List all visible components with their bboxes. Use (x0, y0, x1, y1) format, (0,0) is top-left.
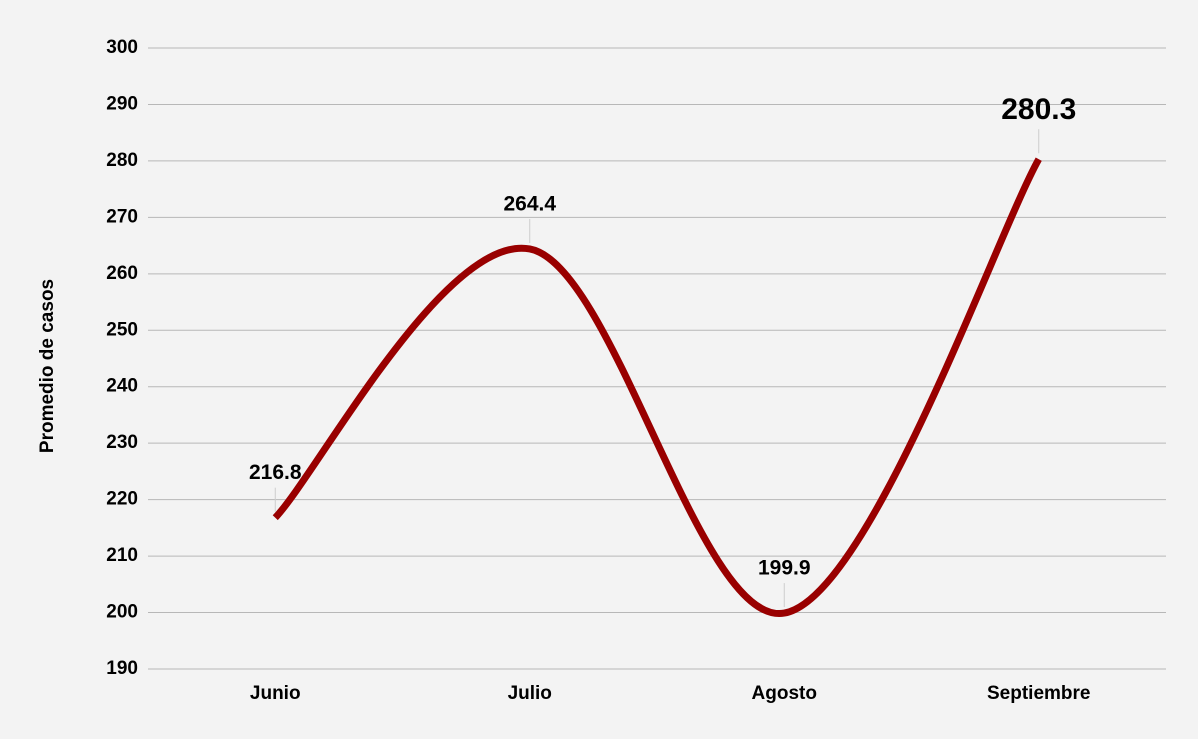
y-tick-label: 270 (106, 206, 138, 227)
y-tick-label: 300 (106, 37, 138, 58)
y-tick-label: 280 (106, 150, 138, 171)
x-tick-label: Junio (250, 683, 301, 704)
y-tick-label: 200 (106, 602, 138, 623)
y-tick-label: 220 (106, 489, 138, 510)
y-tick-label: 250 (106, 319, 138, 340)
x-tick-label: Septiembre (987, 683, 1090, 704)
x-tick-label: Agosto (752, 683, 817, 704)
y-tick-label: 260 (106, 263, 138, 284)
y-tick-label: 240 (106, 376, 138, 397)
line (272, 157, 1042, 617)
value-label: 280.3 (1001, 93, 1076, 126)
value-label: 216.8 (249, 461, 302, 484)
y-tick-label: 190 (106, 658, 138, 679)
y-tick-label: 210 (106, 545, 138, 566)
value-label: 264.4 (503, 193, 556, 216)
y-tick-label: 290 (106, 93, 138, 114)
y-tick-label: 230 (106, 432, 138, 453)
x-tick-label: Julio (508, 683, 552, 704)
value-label: 199.9 (758, 557, 811, 580)
y-axis-label: Promedio de casos (37, 279, 58, 453)
